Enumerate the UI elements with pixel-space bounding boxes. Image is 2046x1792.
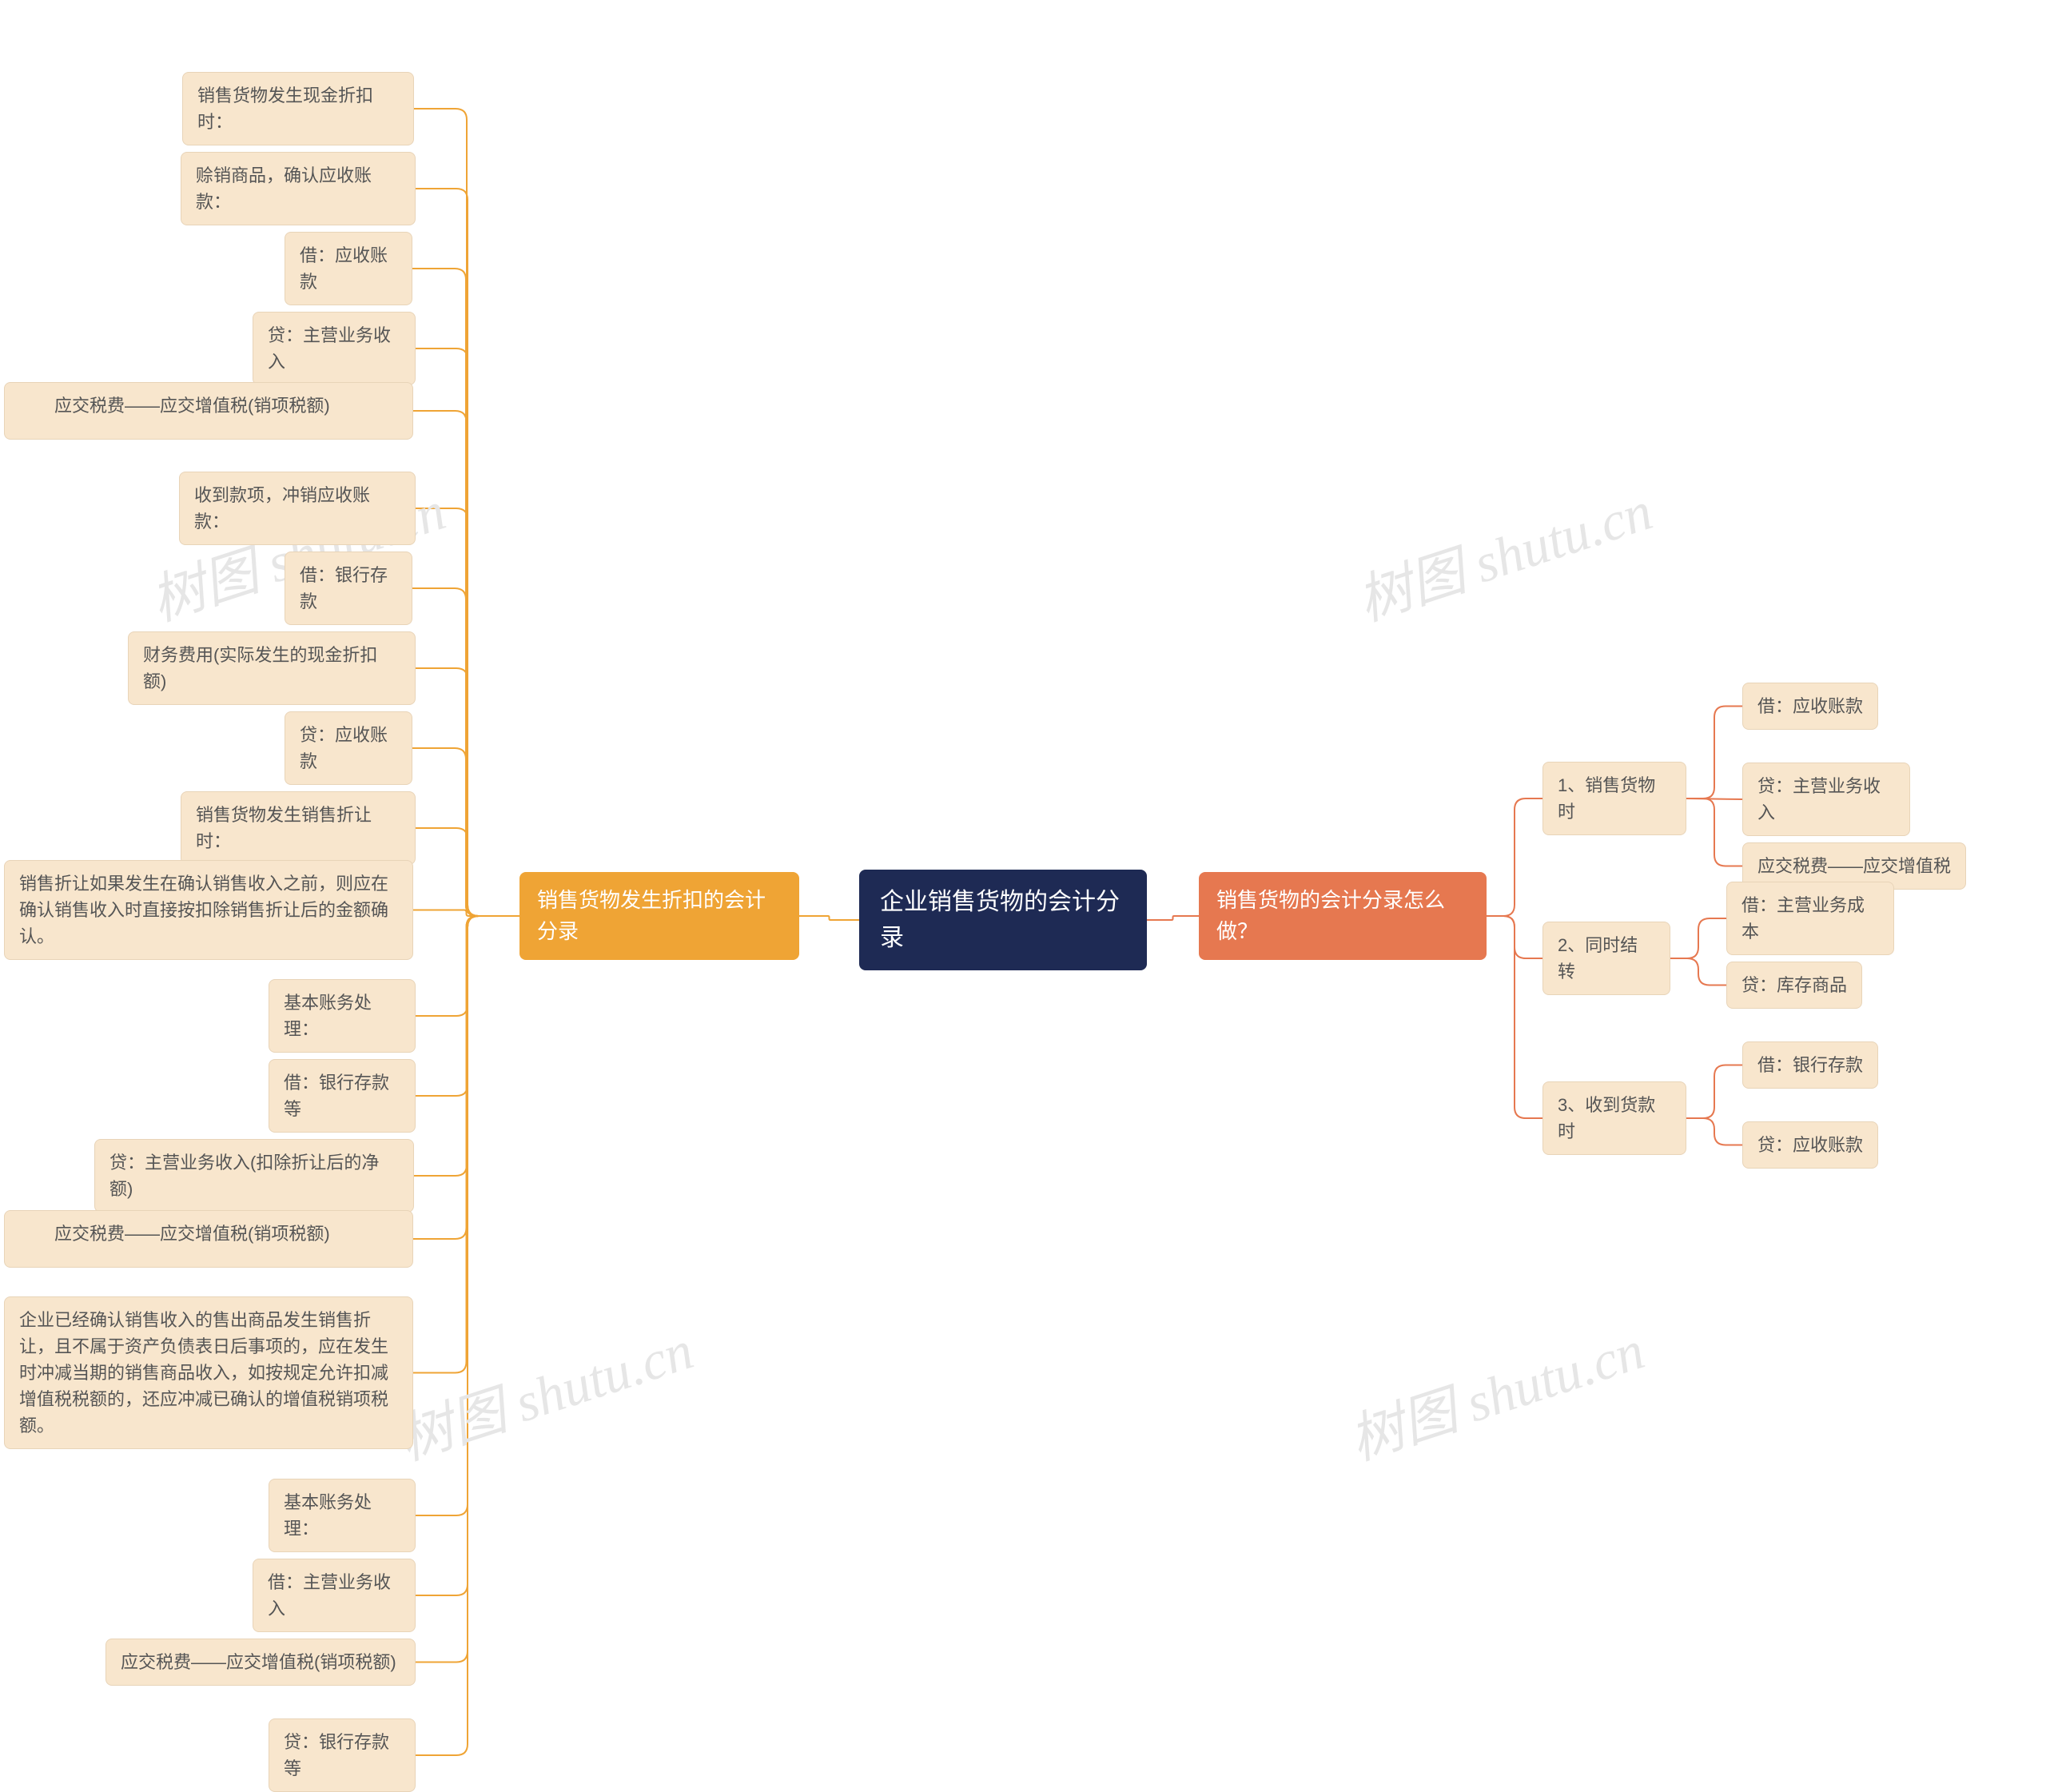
branch-right-main[interactable]: 销售货物的会计分录怎么做？ bbox=[1199, 872, 1487, 960]
left-leaf[interactable]: 销售货物发生现金折扣时： bbox=[182, 72, 414, 145]
left-leaf[interactable]: 应交税费——应交增值税(销项税额) bbox=[4, 382, 413, 440]
left-leaf[interactable]: 借：应收账款 bbox=[285, 232, 412, 305]
right-group[interactable]: 3、收到货款时 bbox=[1542, 1081, 1686, 1155]
left-leaf[interactable]: 贷：银行存款等 bbox=[269, 1718, 416, 1792]
left-leaf[interactable]: 销售货物发生销售折让时： bbox=[181, 791, 416, 865]
left-leaf[interactable]: 财务费用(实际发生的现金折扣额) bbox=[128, 631, 416, 705]
left-leaf[interactable]: 贷：主营业务收入(扣除折让后的净额) bbox=[94, 1139, 414, 1213]
branch-left-main[interactable]: 销售货物发生折扣的会计分录 bbox=[519, 872, 799, 960]
mindmap-root[interactable]: 企业销售货物的会计分录 bbox=[859, 870, 1147, 970]
left-leaf[interactable]: 销售折让如果发生在确认销售收入之前，则应在确认销售收入时直接按扣除销售折让后的金… bbox=[4, 860, 413, 960]
right-leaf[interactable]: 借：银行存款 bbox=[1742, 1041, 1878, 1089]
left-leaf[interactable]: 贷：主营业务收入 bbox=[253, 312, 416, 385]
left-leaf[interactable]: 基本账务处理： bbox=[269, 979, 416, 1053]
right-leaf[interactable]: 贷：库存商品 bbox=[1726, 962, 1862, 1009]
right-group[interactable]: 2、同时结转 bbox=[1542, 922, 1670, 995]
left-leaf[interactable]: 企业已经确认销售收入的售出商品发生销售折让，且不属于资产负债表日后事项的，应在发… bbox=[4, 1296, 413, 1449]
left-leaf[interactable]: 贷：应收账款 bbox=[285, 711, 412, 785]
left-leaf[interactable]: 收到款项，冲销应收账款： bbox=[179, 472, 416, 545]
left-leaf[interactable]: 借：主营业务收入 bbox=[253, 1559, 416, 1632]
left-leaf[interactable]: 应交税费——应交增值税(销项税额) bbox=[4, 1210, 413, 1268]
right-leaf[interactable]: 借：主营业务成本 bbox=[1726, 882, 1894, 955]
right-group[interactable]: 1、销售货物时 bbox=[1542, 762, 1686, 835]
left-leaf[interactable]: 借：银行存款 bbox=[285, 552, 412, 625]
right-leaf[interactable]: 贷：应收账款 bbox=[1742, 1121, 1878, 1169]
left-leaf[interactable]: 赊销商品，确认应收账款： bbox=[181, 152, 416, 225]
right-leaf[interactable]: 借：应收账款 bbox=[1742, 683, 1878, 730]
watermark: 树图 shutu.cn bbox=[387, 1305, 701, 1475]
watermark: 树图 shutu.cn bbox=[1338, 1305, 1652, 1475]
right-leaf[interactable]: 贷：主营业务收入 bbox=[1742, 763, 1910, 836]
left-leaf[interactable]: 借：银行存款等 bbox=[269, 1059, 416, 1133]
left-leaf[interactable]: 基本账务处理： bbox=[269, 1479, 416, 1552]
left-leaf[interactable]: 应交税费——应交增值税(销项税额) bbox=[105, 1639, 416, 1686]
watermark: 树图 shutu.cn bbox=[1346, 466, 1660, 635]
